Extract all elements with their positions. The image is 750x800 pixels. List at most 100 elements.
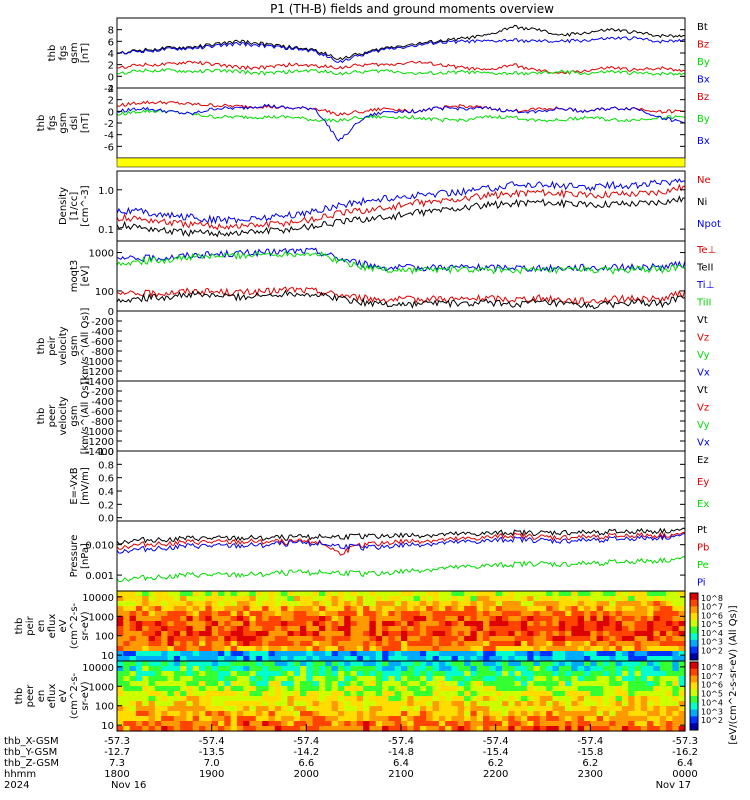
- heatmap-cell: [135, 601, 143, 607]
- y-axis-label: thb: [14, 618, 25, 635]
- heatmap-cell: [502, 676, 509, 682]
- heatmap-cell: [476, 726, 484, 732]
- heatmap-cell: [161, 716, 169, 722]
- heatmap-cell: [337, 706, 345, 712]
- heatmap-cell: [489, 591, 497, 597]
- legend-entry: Ey: [697, 477, 709, 488]
- heatmap-cell: [192, 671, 200, 677]
- heatmap-cell: [186, 591, 194, 597]
- heatmap-cell: [236, 671, 244, 677]
- heatmap-cell: [426, 601, 434, 607]
- heatmap-cell: [230, 656, 238, 662]
- heatmap-cell: [495, 596, 503, 602]
- heatmap-cell: [634, 611, 642, 617]
- series-line-ne: [116, 183, 686, 231]
- heatmap-cell: [407, 701, 415, 707]
- heatmap-cell: [476, 641, 484, 647]
- heatmap-cell: [413, 646, 421, 652]
- heatmap-cell: [180, 636, 187, 642]
- heatmap-cell: [344, 666, 352, 672]
- heatmap-cell: [407, 716, 415, 722]
- heatmap-cell: [678, 601, 686, 607]
- heatmap-cell: [577, 721, 585, 727]
- y-axis-label: [1/cc]: [69, 192, 80, 221]
- heatmap-cell: [445, 681, 453, 687]
- heatmap-cell: [603, 691, 610, 697]
- heatmap-cell: [117, 631, 124, 637]
- heatmap-cell: [590, 696, 598, 702]
- heatmap-cell: [546, 696, 554, 702]
- y-axis-label: eflux: [47, 614, 58, 639]
- heatmap-cell: [445, 611, 453, 617]
- heatmap-cell: [672, 616, 680, 622]
- heatmap-cell: [281, 601, 288, 607]
- heatmap-cell: [407, 696, 415, 702]
- heatmap-cell: [483, 646, 490, 652]
- heatmap-cell: [123, 591, 131, 597]
- heatmap-cell: [287, 611, 295, 617]
- heatmap-cell: [306, 726, 314, 732]
- heatmap-cell: [546, 686, 554, 692]
- heatmap-cell: [205, 626, 213, 632]
- heatmap-cell: [552, 631, 560, 637]
- heatmap-cell: [243, 686, 251, 692]
- heatmap-cell: [243, 681, 251, 687]
- heatmap-cell: [142, 696, 150, 702]
- heatmap-cell: [287, 676, 295, 682]
- heatmap-cell: [520, 696, 528, 702]
- heatmap-cell: [394, 616, 402, 622]
- heatmap-cell: [508, 661, 516, 667]
- heatmap-cell: [438, 721, 446, 727]
- heatmap-cell: [268, 636, 276, 642]
- heatmap-cell: [325, 711, 333, 717]
- heatmap-cell: [142, 666, 150, 672]
- heatmap-cell: [325, 716, 333, 722]
- heatmap-cell: [577, 621, 585, 627]
- heatmap-cell: [117, 691, 124, 697]
- heatmap-cell: [394, 631, 402, 637]
- heatmap-cell: [558, 606, 566, 612]
- heatmap-cell: [647, 596, 654, 602]
- y-axis-label: peer: [47, 404, 58, 428]
- heatmap-cell: [319, 631, 326, 637]
- heatmap-cell: [249, 726, 257, 732]
- heatmap-cell: [470, 621, 478, 627]
- heatmap-cell: [337, 651, 345, 657]
- heatmap-cell: [356, 721, 364, 727]
- heatmap-cell: [154, 626, 162, 632]
- heatmap-cell: [457, 596, 465, 602]
- heatmap-cell: [401, 696, 408, 702]
- heatmap-cell: [268, 596, 276, 602]
- heatmap-cell: [148, 681, 156, 687]
- heatmap-cell: [647, 611, 654, 617]
- heatmap-cell: [457, 636, 465, 642]
- heatmap-cell: [236, 596, 244, 602]
- heatmap-cell: [394, 701, 402, 707]
- heatmap-cell: [337, 631, 345, 637]
- colorbar-segment: [690, 716, 698, 724]
- heatmap-cell: [464, 681, 471, 687]
- heatmap-cell: [640, 721, 648, 727]
- heatmap-cell: [609, 626, 617, 632]
- heatmap-cell: [552, 591, 560, 597]
- heatmap-cell: [603, 641, 610, 647]
- heatmap-cell: [603, 671, 610, 677]
- heatmap-cell: [621, 621, 629, 627]
- heatmap-cell: [609, 721, 617, 727]
- heatmap-cell: [401, 636, 408, 642]
- heatmap-cell: [401, 651, 408, 657]
- heatmap-cell: [407, 641, 415, 647]
- heatmap-cell: [186, 661, 194, 667]
- heatmap-cell: [293, 661, 301, 667]
- heatmap-cell: [369, 626, 377, 632]
- heatmap-cell: [470, 701, 478, 707]
- heatmap-cell: [558, 706, 566, 712]
- heatmap-cell: [419, 631, 427, 637]
- heatmap-cell: [615, 681, 623, 687]
- heatmap-cell: [312, 711, 320, 717]
- x-axis-labels: thb_X-GSM -57.3 -57.4 -57.4 -57.4 -57.4 -57.4-…: [4, 724, 698, 791]
- heatmap-cell: [514, 636, 522, 642]
- heatmap-cell: [577, 591, 585, 597]
- y-tick-label: -1000: [85, 357, 114, 368]
- heatmap-cell: [394, 641, 402, 647]
